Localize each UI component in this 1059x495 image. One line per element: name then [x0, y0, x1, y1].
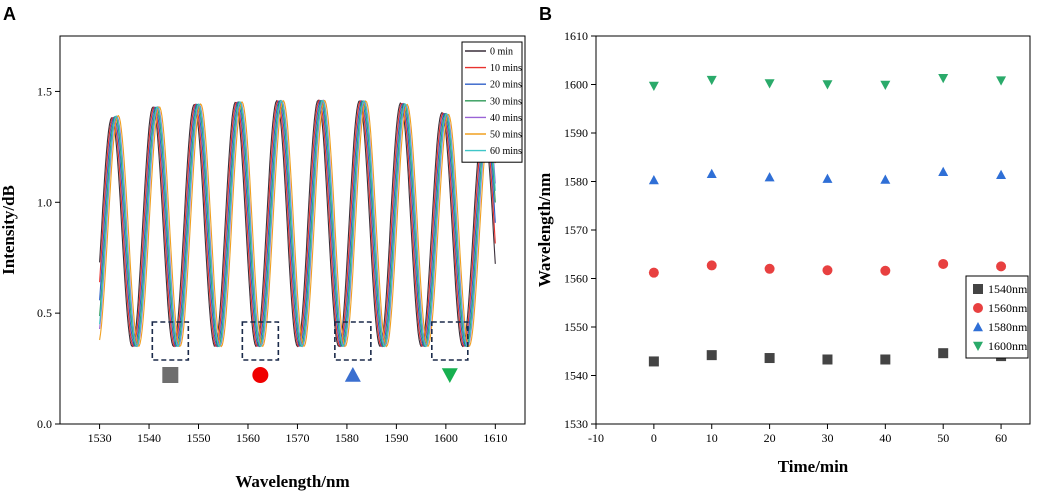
data-point-1600nm [706, 75, 717, 86]
data-point-1600nm [938, 73, 949, 84]
x-axis-title: Time/min [778, 457, 849, 476]
x-tick-label: 1540 [137, 431, 161, 445]
spectrum-line-2 [99, 99, 496, 348]
y-tick-label: 1.5 [37, 84, 52, 98]
spectrum-line-0 [99, 99, 496, 348]
y-tick-label: 1530 [564, 417, 588, 431]
y-axis-title: Intensity/dB [0, 185, 18, 275]
y-tick-label: 0.5 [37, 306, 52, 320]
x-tick-label: 20 [764, 431, 776, 445]
legend-label: 0 min [490, 47, 513, 58]
legend-marker [973, 341, 983, 351]
spectrum-line-1 [99, 99, 496, 348]
data-point-1580nm [996, 169, 1007, 179]
dip-highlight-box [241, 321, 280, 361]
data-point-1600nm [822, 80, 833, 90]
x-tick-label: 1610 [483, 431, 507, 445]
x-tick-label: -10 [588, 431, 604, 445]
y-tick-label: 1550 [564, 320, 588, 334]
dip-highlight-box [334, 321, 372, 361]
x-tick-label: 40 [879, 431, 891, 445]
legend-label: 40 mins [490, 113, 522, 124]
legend-label: 1580nm [988, 320, 1028, 334]
panel-a-letter: A [3, 4, 16, 24]
legend-label: 1560nm [988, 301, 1028, 315]
x-tick-label: 50 [937, 431, 949, 445]
panel-b-letter: B [539, 4, 552, 24]
y-tick-label: 1.0 [37, 195, 52, 209]
data-point-1560nm [648, 267, 659, 278]
legend-label: 50 mins [490, 130, 522, 141]
spectrum-line-3 [99, 99, 496, 348]
dip-marker-triangle-down [441, 368, 458, 383]
dip-marker-square [162, 367, 179, 383]
legend-label: 1600nm [988, 339, 1028, 353]
x-tick-label: 30 [821, 431, 833, 445]
x-tick-label: 1580 [335, 431, 359, 445]
y-tick-label: 1600 [564, 78, 588, 92]
x-tick-label: 1570 [285, 431, 309, 445]
data-point-1580nm [648, 175, 659, 185]
data-point-1560nm [938, 258, 949, 269]
data-point-1600nm [880, 80, 891, 90]
x-tick-label: 1600 [434, 431, 458, 445]
data-point-1580nm [822, 173, 833, 183]
data-point-1560nm [764, 263, 775, 274]
data-point-1540nm [764, 353, 775, 364]
x-tick-label: 1530 [88, 431, 112, 445]
data-point-1540nm [706, 350, 717, 361]
y-tick-label: 1540 [564, 369, 588, 383]
spectrum-line-5 [99, 99, 496, 348]
y-tick-label: 0.0 [37, 417, 52, 431]
data-point-1580nm [938, 166, 949, 177]
data-point-1540nm [938, 348, 949, 359]
data-point-1560nm [706, 260, 717, 271]
legend-marker [973, 322, 983, 332]
dip-highlight-box [151, 321, 190, 361]
legend-label: 1540nm [988, 282, 1028, 296]
data-point-1600nm [764, 79, 775, 89]
x-axis-title: Wavelength/nm [235, 472, 349, 491]
data-point-1580nm [706, 168, 717, 178]
data-point-1560nm [880, 265, 891, 276]
data-point-1560nm [996, 261, 1007, 272]
data-point-1600nm [648, 81, 659, 91]
data-point-1540nm [822, 354, 833, 365]
x-tick-label: 1550 [187, 431, 211, 445]
y-tick-label: 1610 [564, 29, 588, 43]
panel-b-chart: -10 0 10 20 30 40 50 60 1530 1540 1550 1560 1570 1580… [535, 29, 1031, 476]
legend-label: 30 mins [490, 96, 522, 107]
data-point-1580nm [880, 174, 891, 184]
legend-marker [973, 284, 983, 294]
dip-highlight-box [431, 321, 469, 361]
spectrum-line-6 [99, 99, 496, 348]
y-tick-label: 1570 [564, 223, 588, 237]
x-tick-label: 60 [995, 431, 1007, 445]
legend-box [461, 41, 523, 163]
y-axis-title: Wavelength/nm [535, 173, 554, 287]
dip-marker-triangle-up [344, 367, 361, 382]
legend-marker [973, 303, 983, 313]
y-tick-label: 1580 [564, 175, 588, 189]
x-tick-label: 10 [706, 431, 718, 445]
data-point-1580nm [764, 172, 775, 182]
legend-label: 60 mins [490, 146, 522, 157]
dip-marker-circle [252, 367, 269, 383]
data-point-1600nm [996, 76, 1007, 86]
panel-a-chart: 1530 1540 1550 1560 1570 1580 1590 1600 1610 0.0 0… [0, 35, 526, 491]
y-tick-label: 1560 [564, 272, 588, 286]
data-point-1540nm [880, 354, 891, 365]
legend-label: 10 mins [490, 63, 522, 74]
x-tick-label: 0 [651, 431, 657, 445]
data-point-1560nm [822, 265, 833, 276]
x-tick-label: 1560 [236, 431, 260, 445]
y-tick-label: 1590 [564, 126, 588, 140]
x-tick-label: 1590 [384, 431, 408, 445]
plot-frame [595, 35, 1031, 425]
plot-frame [59, 35, 526, 425]
data-point-1540nm [648, 356, 659, 367]
legend-label: 20 mins [490, 80, 522, 91]
